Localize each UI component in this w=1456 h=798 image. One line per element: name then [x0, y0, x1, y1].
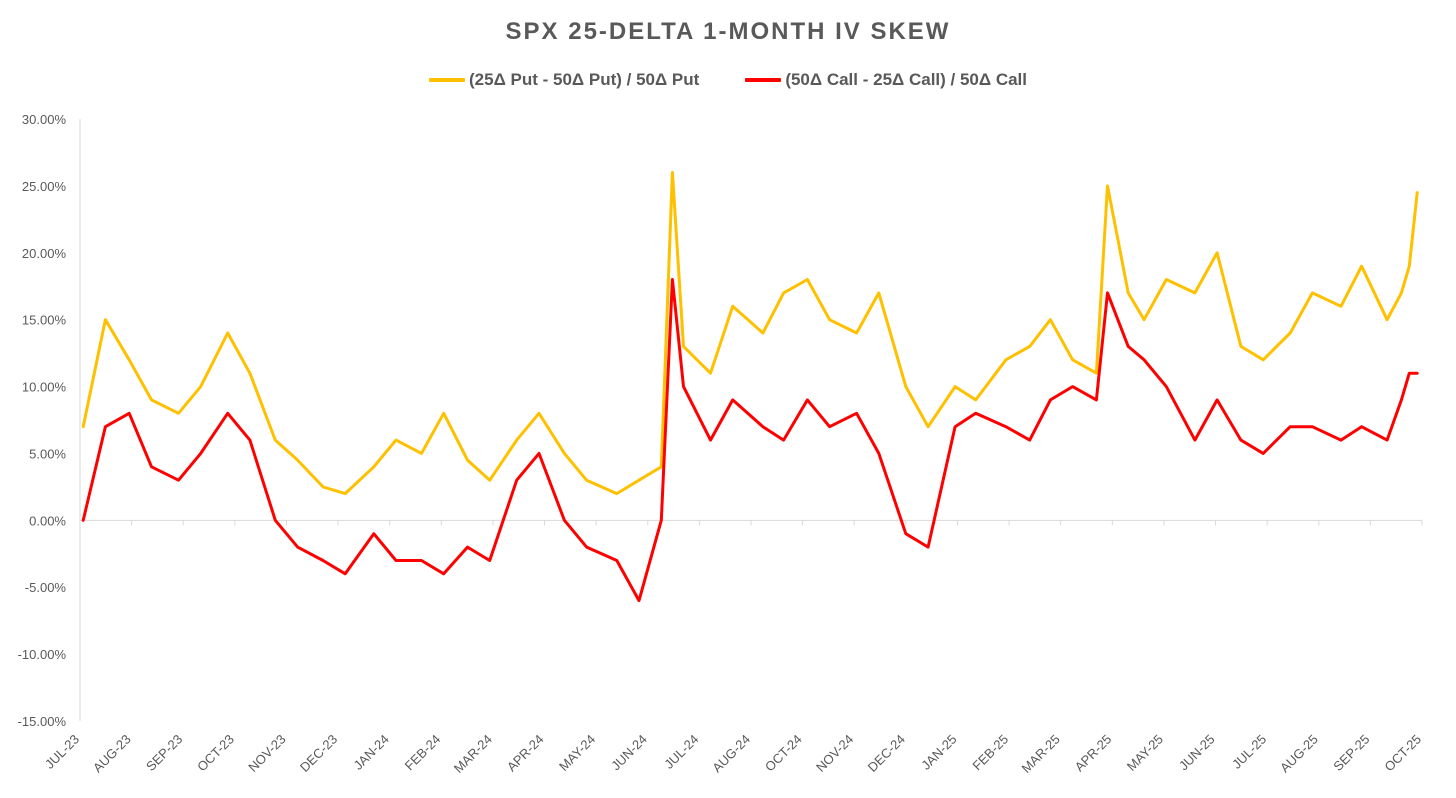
legend-swatch-call-skew: [745, 78, 782, 82]
legend-label-put-skew: (25Δ Put - 50Δ Put) / 50Δ Put: [469, 70, 700, 89]
y-tick-label: 25.00%: [22, 179, 67, 194]
x-tick-label: JAN-25: [918, 732, 959, 773]
x-tick-label: MAY-25: [1124, 732, 1166, 774]
x-tick-label: MAR-24: [451, 732, 495, 776]
chart-title: SPX 25-DELTA 1-MONTH IV SKEW: [505, 18, 951, 45]
y-tick-label: -15.00%: [18, 714, 67, 729]
legend: (25Δ Put - 50Δ Put) / 50Δ Put (50Δ Call …: [0, 70, 1456, 90]
y-tick-label: 0.00%: [29, 513, 66, 528]
y-tick-label: 10.00%: [22, 380, 67, 395]
x-tick-label: OCT-23: [194, 732, 237, 775]
x-tick-label: DEC-23: [297, 732, 340, 775]
x-tick-label: MAR-25: [1018, 732, 1062, 776]
x-tick-label: JUN-25: [1176, 732, 1218, 774]
y-tick-label: 20.00%: [22, 246, 67, 261]
y-tick-label: 30.00%: [22, 112, 67, 127]
x-tick-label: JUL-23: [42, 732, 82, 772]
legend-label-call-skew: (50Δ Call - 25Δ Call) / 50Δ Call: [785, 70, 1027, 89]
x-tick-label: AUG-25: [1277, 732, 1321, 776]
x-tick-label: SEP-23: [143, 732, 185, 774]
x-tick-label: SEP-25: [1330, 732, 1372, 774]
x-tick-label: AUG-24: [709, 732, 753, 776]
x-tick-label: APR-25: [1072, 732, 1115, 775]
x-tick-label: NOV-23: [245, 732, 288, 775]
series-line-2: [81, 278, 1419, 603]
x-tick-label: APR-24: [504, 732, 547, 775]
x-tick-label: DEC-24: [865, 732, 908, 775]
y-tick-label: -10.00%: [18, 647, 67, 662]
y-tick-label: -5.00%: [25, 580, 67, 595]
x-tick-label: OCT-24: [762, 732, 805, 775]
x-tick-label: JAN-24: [351, 732, 392, 773]
x-tick-label: JUN-24: [608, 732, 650, 774]
x-tick-label: NOV-24: [813, 732, 856, 775]
x-tick-label: JUL-24: [661, 732, 701, 772]
legend-item-call-skew: (50Δ Call - 25Δ Call) / 50Δ Call: [745, 70, 1027, 90]
legend-swatch-put-skew: [429, 78, 465, 82]
x-tick-label: MAY-24: [556, 732, 598, 774]
x-tick-label: FEB-25: [969, 732, 1011, 774]
y-tick-label: 5.00%: [29, 446, 66, 461]
y-tick-label: 15.00%: [22, 313, 67, 328]
x-tick-label: FEB-24: [402, 732, 444, 774]
legend-item-put-skew: (25Δ Put - 50Δ Put) / 50Δ Put: [429, 70, 699, 90]
x-tick-label: OCT-25: [1381, 732, 1424, 775]
series-line-1: [81, 171, 1419, 496]
x-tick-label: AUG-23: [90, 732, 134, 776]
x-tick-label: JUL-25: [1229, 732, 1269, 772]
